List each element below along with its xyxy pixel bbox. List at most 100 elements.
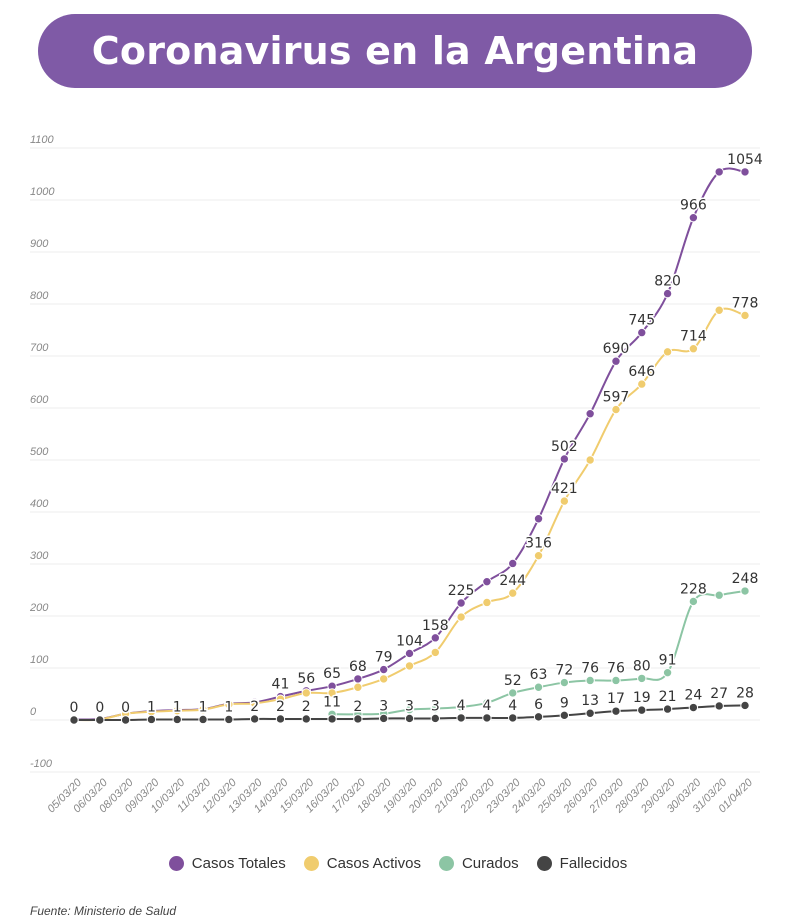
title-banner: Coronavirus en la Argentina: [38, 14, 752, 88]
data-point-fallecidos: [508, 713, 518, 723]
data-point-fallecidos: [456, 713, 466, 723]
data-label-casos-totales: 690: [603, 341, 630, 357]
data-label-fallecidos: 3: [431, 698, 440, 714]
data-point-curados: [662, 667, 673, 678]
data-label-fallecidos: 6: [534, 697, 543, 713]
data-label-casos-totales: 502: [551, 439, 578, 455]
data-point-casos-totales: [482, 576, 492, 587]
data-label-casos-totales: 225: [448, 583, 475, 599]
y-tick-label: 800: [30, 290, 49, 302]
y-tick-label: 600: [30, 394, 49, 406]
data-label-fallecidos: 4: [508, 698, 517, 714]
data-point-curados: [688, 596, 699, 607]
legend-marker-icon: [438, 855, 454, 871]
data-label-fallecidos: 4: [457, 698, 466, 714]
data-label-fallecidos: 1: [173, 699, 182, 715]
legend-marker-icon: [536, 855, 552, 871]
data-point-fallecidos: [404, 713, 415, 724]
data-point-casos-activos: [249, 698, 260, 709]
data-point-curados: [533, 682, 544, 692]
data-point-fallecidos: [172, 714, 182, 725]
legend-label: Fallecidos: [559, 854, 628, 872]
data-point-casos-activos: [430, 647, 441, 658]
data-point-fallecidos: [327, 714, 337, 724]
data-point-casos-activos: [611, 404, 621, 415]
data-point-casos-activos: [585, 455, 595, 465]
data-point-casos-totales: [353, 674, 363, 684]
data-label-curados: 228: [680, 581, 707, 597]
legend-item[interactable]: Casos Totales: [168, 855, 286, 872]
legend-marker-icon: [168, 855, 184, 871]
data-label-curados: 80: [633, 658, 651, 674]
data-label-fallecidos: 2: [276, 699, 285, 715]
data-label-fallecidos: 24: [684, 688, 702, 704]
data-point-casos-totales: [559, 454, 570, 464]
data-point-casos-totales: [662, 288, 673, 299]
data-point-fallecidos: [688, 702, 699, 713]
data-label-casos-totales: 79: [375, 650, 393, 666]
data-point-curados: [559, 677, 570, 688]
data-point-fallecidos: [611, 706, 621, 716]
data-point-fallecidos: [301, 714, 311, 724]
data-point-fallecidos: [249, 714, 260, 724]
legend-item[interactable]: Fallecidos: [536, 854, 628, 872]
data-label-casos-activos: 597: [603, 390, 630, 406]
data-point-casos-activos: [559, 496, 570, 506]
data-label-fallecidos: 27: [710, 686, 728, 702]
data-point-casos-activos: [301, 688, 311, 698]
data-point-curados: [611, 675, 621, 686]
data-point-casos-activos: [637, 379, 647, 389]
data-label-fallecidos: 2: [353, 699, 362, 715]
data-point-fallecidos: [69, 715, 79, 725]
y-tick-label: 900: [30, 238, 49, 250]
y-tick-label: -100: [30, 758, 53, 770]
legend-label: Curados: [461, 854, 519, 872]
data-label-fallecidos: 28: [736, 685, 754, 701]
data-point-casos-activos: [275, 694, 286, 704]
data-point-fallecidos: [120, 715, 131, 725]
data-label-fallecidos: 9: [560, 695, 569, 711]
data-point-curados: [456, 702, 466, 712]
y-tick-label: 200: [29, 602, 49, 614]
data-point-casos-totales: [378, 664, 389, 675]
data-point-casos-totales: [508, 558, 518, 569]
data-point-curados: [482, 698, 492, 708]
data-point-curados: [430, 703, 441, 714]
data-label-curados: 248: [732, 571, 759, 587]
legend-item[interactable]: Casos Activos: [303, 855, 421, 872]
data-label-casos-totales: 56: [297, 671, 315, 687]
data-point-casos-totales: [533, 514, 544, 524]
labels-layer: 41 56 65 6879104158225502690745820966105424…: [68, 150, 764, 717]
data-point-casos-activos: [533, 550, 544, 561]
data-point-casos-totales: [688, 212, 699, 223]
data-label-fallecidos: 2: [250, 699, 259, 715]
data-label-curados: 11: [323, 694, 341, 710]
data-point-fallecidos: [378, 713, 389, 724]
y-tick-label: 500: [30, 446, 49, 458]
data-point-fallecidos: [353, 714, 363, 724]
points-layer: [69, 167, 750, 725]
data-point-casos-totales: [404, 648, 415, 659]
data-point-fallecidos: [585, 708, 595, 718]
data-point-casos-activos: [456, 612, 466, 622]
data-label-fallecidos: 1: [224, 699, 233, 715]
data-label-casos-activos: 778: [732, 295, 759, 311]
data-point-casos-activos: [224, 699, 234, 710]
data-label-casos-totales: 1054: [727, 152, 763, 168]
data-point-casos-totales: [456, 598, 466, 608]
data-point-casos-totales: [585, 409, 595, 419]
data-label-fallecidos: 17: [607, 691, 625, 707]
data-point-casos-activos: [353, 682, 363, 692]
y-tick-label: 100: [30, 654, 49, 666]
data-point-casos-activos: [714, 305, 724, 315]
legend-item[interactable]: Curados: [438, 854, 519, 872]
data-label-fallecidos: 0: [95, 700, 104, 716]
data-label-casos-totales: 65: [323, 666, 341, 682]
data-point-casos-totales: [611, 356, 621, 366]
data-point-casos-totales: [740, 167, 750, 177]
data-point-curados: [637, 673, 647, 684]
data-point-casos-totales: [714, 167, 724, 177]
y-tick-label: 1000: [30, 186, 55, 198]
data-point-fallecidos: [662, 704, 673, 714]
